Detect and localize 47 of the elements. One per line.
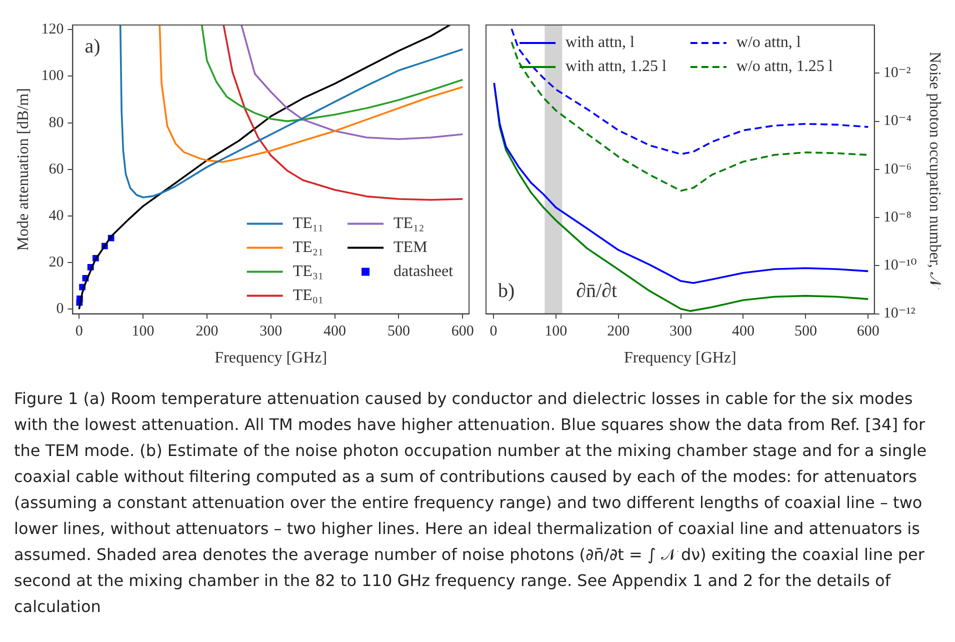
x-tick-label: 400 bbox=[324, 324, 346, 340]
legend-label: TE₃₁ bbox=[292, 263, 324, 280]
x-tick-label: 500 bbox=[794, 324, 817, 340]
annotation: a) bbox=[84, 35, 100, 58]
x-tick-label: 600 bbox=[451, 324, 474, 340]
legend-label: TE₀₁ bbox=[292, 287, 324, 304]
y2-tick-label: 10⁻¹⁰ bbox=[883, 258, 917, 274]
x-tick-label: 100 bbox=[544, 324, 568, 340]
y2-tick-label: 10⁻¹² bbox=[883, 306, 916, 322]
x-tick-label: 200 bbox=[196, 324, 218, 340]
line-series bbox=[510, 28, 870, 156]
x-tick-label: 400 bbox=[732, 324, 754, 340]
y2-tick-label: 10⁻² bbox=[883, 65, 912, 82]
y2-tick-label: 10⁻⁸ bbox=[883, 209, 912, 226]
y-tick-label: 0 bbox=[56, 301, 64, 318]
y-tick-label: 80 bbox=[48, 114, 64, 131]
annotation: b) bbox=[498, 280, 515, 302]
annotation: ∂n̄/∂t bbox=[576, 280, 618, 302]
x-tick-label: 300 bbox=[260, 324, 282, 340]
x-tick-label: 0 bbox=[490, 324, 498, 340]
y-tick-label: 100 bbox=[41, 68, 64, 84]
x-axis-title: Frequency [GHz] bbox=[214, 350, 328, 367]
legend-label: TE₁₂ bbox=[394, 215, 424, 232]
legend-label: w/o attn, 1.25 l bbox=[736, 58, 834, 76]
x-tick-label: 200 bbox=[607, 324, 630, 340]
y2-tick-label: 10⁻⁴ bbox=[883, 113, 912, 130]
y-tick-label: 120 bbox=[41, 22, 64, 38]
text: Figure 1 (a) Room temperature attenuation caused by conductor and dielectric losses in cable for the six modes with the lowest attenuation. All TM modes have higher attenuation. Blue squares show the data from Ref. [34] for the TEM mode. (b) Estimate of the noise photon occupation number at the mixing chamber stage and for a single coaxial cable without filtering computed as a sum of contributions caused by each of the modes: for attenuators (assuming a constant attenuation over the entire frequency range) and two different lengths of coaxial line – two lower lines, without attenuators – two higher lines. Here an ideal thermalization of coaxial line and attenuators is assumed. Shaded area denotes the average number of noise photons (∂n̄/∂t = ∫ 𝒩 dν) exiting the coaxial line per second at the mixing chamber in the 82 to 110 GHz frequency range. See Appendix 1 and 2 for the details of calculation bbox=[14, 389, 927, 616]
y2-tick-label: 10⁻⁶ bbox=[883, 161, 912, 178]
legend-label: TEM bbox=[394, 239, 428, 256]
legend-label: w/o attn, l bbox=[736, 34, 802, 52]
legend-label: datasheet bbox=[394, 263, 454, 280]
legend-label: TE₁₁ bbox=[292, 215, 324, 232]
x-tick-label: 600 bbox=[856, 324, 880, 340]
x-tick-label: 300 bbox=[670, 324, 692, 340]
y-axis-title: Mode attenuation [dB/m] bbox=[14, 88, 32, 251]
x-tick-label: 500 bbox=[387, 324, 410, 340]
legend-label: TE₂₁ bbox=[292, 239, 324, 256]
x-axis-title: Frequency [GHz] bbox=[624, 350, 736, 367]
y-tick-label: 40 bbox=[48, 208, 64, 224]
y2-axis-title: Noise photon occupation number, 𝒩 bbox=[926, 52, 944, 290]
legend-label: with attn, 1.25 l bbox=[566, 58, 667, 76]
y-tick-label: 20 bbox=[48, 254, 64, 270]
x-tick-label: 100 bbox=[132, 324, 154, 340]
y-tick-label: 60 bbox=[48, 161, 64, 178]
x-tick-label: 0 bbox=[75, 324, 83, 340]
legend-label: with attn, l bbox=[566, 34, 635, 52]
